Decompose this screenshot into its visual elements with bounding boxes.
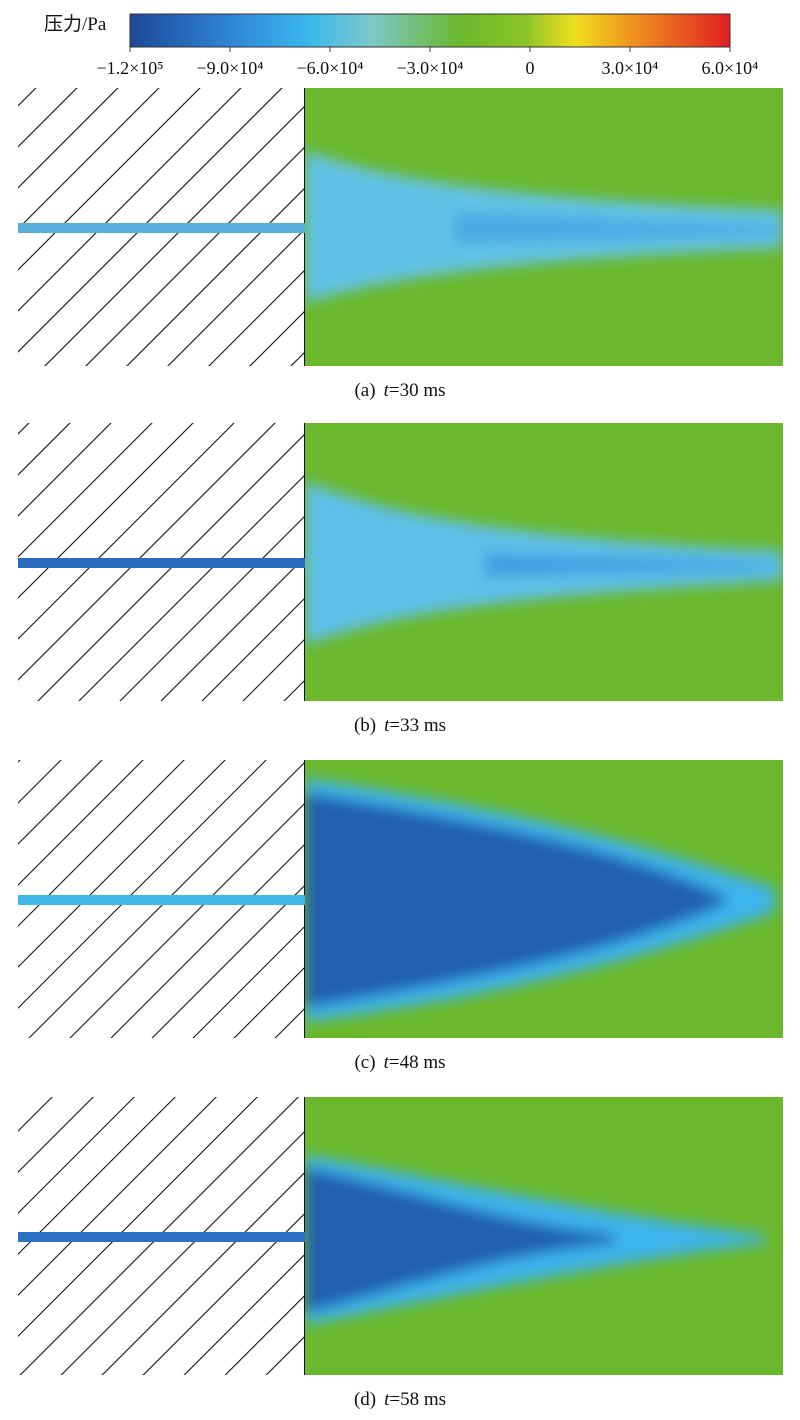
caption-time: =48 ms (389, 1052, 446, 1073)
pipe (18, 1232, 306, 1242)
caption-label: (a) (354, 380, 375, 401)
panel-caption: (d) t=58 ms (354, 1389, 446, 1410)
panel-caption: (c) t=48 ms (354, 1052, 445, 1073)
plume-region (305, 1167, 615, 1313)
colorbar-tick-label: −3.0×10⁴ (396, 58, 463, 78)
panel: (a) t=30 ms (18, 88, 783, 401)
plume (305, 481, 783, 645)
panel-caption: (b) t=33 ms (354, 715, 446, 736)
plume-region (485, 553, 775, 577)
caption-label: (b) (354, 715, 376, 736)
pressure-field (305, 88, 783, 366)
panel: (c) t=48 ms (18, 760, 783, 1073)
plume-region (455, 213, 783, 244)
caption-time: =33 ms (389, 715, 446, 736)
colorbar-tick-label: 6.0×10⁴ (702, 58, 759, 78)
colorbar-label: 压力/Pa (44, 13, 107, 35)
colorbar-tick-label: −9.0×10⁴ (196, 58, 263, 78)
plume-region (305, 792, 725, 1008)
caption-label: (d) (354, 1389, 376, 1410)
caption-variable: t (384, 1052, 390, 1073)
panel: (b) t=33 ms (18, 423, 783, 736)
colorbar-tick-label: −1.2×10⁵ (96, 58, 163, 78)
plume (305, 150, 783, 303)
caption-time: =58 ms (389, 1389, 446, 1410)
panel-caption: (a) t=30 ms (354, 380, 445, 401)
pressure-field (305, 760, 783, 1038)
colorbar-tick-label: −6.0×10⁴ (296, 58, 363, 78)
plume (305, 1155, 765, 1325)
panel: (d) t=58 ms (18, 1097, 783, 1410)
pressure-field (305, 423, 783, 701)
pipe (18, 895, 306, 905)
caption-variable: t (384, 1389, 390, 1410)
plume (305, 778, 775, 1022)
pressure-field (305, 1097, 783, 1375)
caption-variable: t (384, 715, 390, 736)
colorbar-tick-label: 3.0×10⁴ (602, 58, 659, 78)
caption-label: (c) (354, 1052, 375, 1073)
colorbar-tick-label: 0 (526, 58, 535, 78)
colorbar (129, 13, 731, 48)
pipe (18, 223, 306, 233)
pipe (18, 558, 306, 568)
caption-time: =30 ms (389, 380, 446, 401)
caption-variable: t (384, 380, 390, 401)
